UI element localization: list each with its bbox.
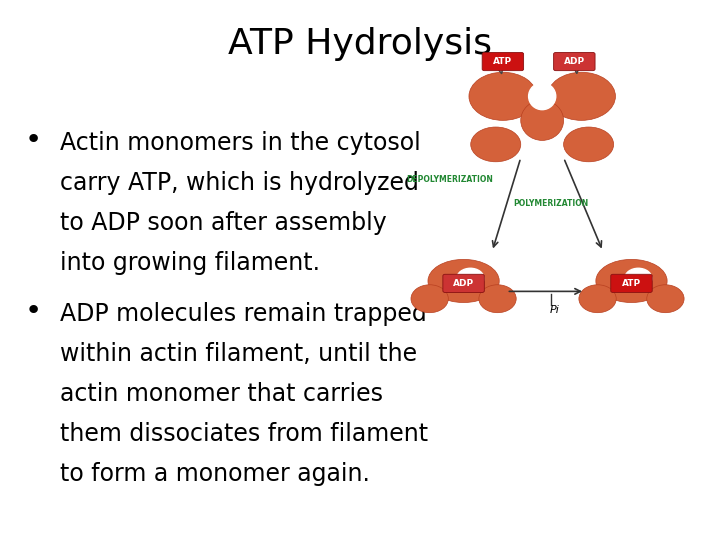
Ellipse shape xyxy=(469,72,537,120)
Text: Pi: Pi xyxy=(550,305,559,315)
Ellipse shape xyxy=(579,285,616,313)
Text: ADP: ADP xyxy=(453,279,474,288)
FancyBboxPatch shape xyxy=(554,52,595,71)
Ellipse shape xyxy=(625,268,652,288)
Text: actin monomer that carries: actin monomer that carries xyxy=(60,382,383,406)
Ellipse shape xyxy=(479,285,516,313)
Text: ADP: ADP xyxy=(564,57,585,66)
Text: •: • xyxy=(24,296,42,325)
Ellipse shape xyxy=(564,127,613,162)
Text: Actin monomers in the cytosol: Actin monomers in the cytosol xyxy=(60,131,420,155)
Ellipse shape xyxy=(411,285,449,313)
Ellipse shape xyxy=(596,259,667,302)
Text: carry ATP, which is hydrolyzed: carry ATP, which is hydrolyzed xyxy=(60,171,419,195)
Text: to form a monomer again.: to form a monomer again. xyxy=(60,462,370,487)
Text: into growing filament.: into growing filament. xyxy=(60,251,320,275)
Text: ADP molecules remain trapped: ADP molecules remain trapped xyxy=(60,302,427,326)
Ellipse shape xyxy=(471,127,521,162)
Text: POLYMERIZATION: POLYMERIZATION xyxy=(513,199,589,208)
Ellipse shape xyxy=(528,83,556,110)
Ellipse shape xyxy=(521,100,564,140)
Text: to ADP soon after assembly: to ADP soon after assembly xyxy=(60,211,387,235)
Ellipse shape xyxy=(547,72,616,120)
Ellipse shape xyxy=(456,268,484,288)
Text: within actin filament, until the: within actin filament, until the xyxy=(60,342,417,366)
Ellipse shape xyxy=(647,285,684,313)
Text: ATP Hydrolysis: ATP Hydrolysis xyxy=(228,27,492,61)
Text: DEPOLYMERIZATION: DEPOLYMERIZATION xyxy=(406,174,493,184)
FancyBboxPatch shape xyxy=(611,274,652,293)
Text: them dissociates from filament: them dissociates from filament xyxy=(60,422,428,447)
Text: ATP: ATP xyxy=(622,279,641,288)
FancyBboxPatch shape xyxy=(443,274,485,293)
Text: ATP: ATP xyxy=(493,57,513,66)
FancyBboxPatch shape xyxy=(482,52,523,71)
Text: •: • xyxy=(24,126,42,154)
Ellipse shape xyxy=(428,259,499,302)
